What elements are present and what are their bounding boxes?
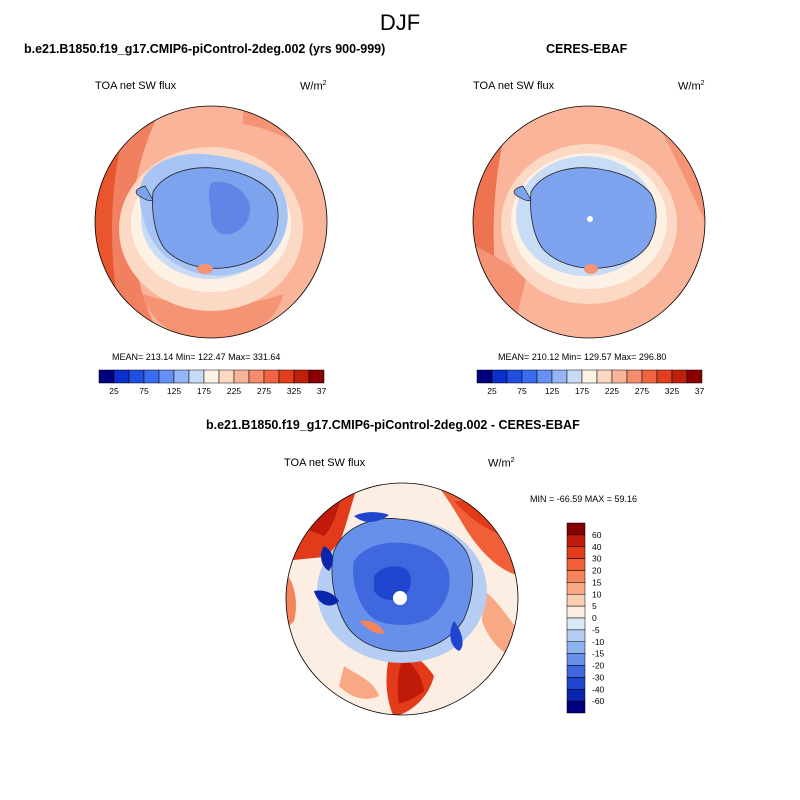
- diff-colorbar-tick-label: 10: [592, 589, 602, 599]
- right-colorbar-box: [596, 369, 613, 384]
- right-colorbar-tick-label: 175: [575, 386, 589, 396]
- left-colorbar-box: [128, 369, 145, 384]
- diff-colorbar-tick-label: 15: [592, 577, 602, 587]
- right-colorbar-box: [611, 369, 628, 384]
- left-colorbar-tick-label: 25: [109, 386, 119, 396]
- left-colorbar-box: [98, 369, 115, 384]
- right-colorbar-tick-label: 275: [635, 386, 649, 396]
- left-colorbar-box: [143, 369, 160, 384]
- left-colorbar-tick-label: 75: [139, 386, 149, 396]
- left-colorbar-box: [203, 369, 220, 384]
- diff-panel-title: b.e21.B1850.f19_g17.CMIP6-piControl-2deg…: [206, 418, 580, 432]
- diff-colorbar-box: [566, 605, 586, 619]
- diff-colorbar-tick-label: -40: [592, 684, 605, 694]
- right-stats-label: MEAN= 210.12 Min= 129.57 Max= 296.80: [498, 352, 667, 362]
- left-colorbar-tick-label: 175: [197, 386, 211, 396]
- diff-colorbar-box: [566, 629, 586, 642]
- diff-colorbar-tick-label: 30: [592, 554, 602, 564]
- right-colorbar-tick-label: 375: [695, 386, 704, 396]
- diff-colorbar-tick-label: -20: [592, 661, 605, 671]
- diff-colorbar-box: [566, 641, 586, 654]
- right-colorbar-box: [671, 369, 688, 384]
- right-colorbar-tick-label: 25: [487, 386, 497, 396]
- figure-title: DJF: [379, 10, 421, 35]
- diff-colorbar-box: [566, 570, 586, 583]
- diff-colorbar-box: [566, 617, 586, 631]
- left-colorbar-box: [263, 369, 280, 384]
- right-colorbar-box: [536, 369, 553, 384]
- left-stats-label: MEAN= 213.14 Min= 122.47 Max= 331.64: [112, 352, 281, 362]
- diff-colorbar-tick-label: 40: [592, 542, 602, 552]
- left-colorbar-box: [158, 369, 175, 384]
- right-colorbar-box: [626, 369, 643, 384]
- diff-colorbar-tick-label: -15: [592, 649, 605, 659]
- diff-colorbar-box: [566, 677, 586, 690]
- diff-colorbar-tick-label: 0: [592, 613, 597, 623]
- right-colorbar-box: [641, 369, 658, 384]
- diff-colorbar-tick-label: -60: [592, 696, 605, 706]
- right-colorbar-tick-label: 75: [517, 386, 527, 396]
- right-colorbar-tick-label: 225: [605, 386, 619, 396]
- right-unit-label: W/m2: [678, 80, 705, 93]
- right-colorbar-box: [566, 369, 583, 384]
- left-colorbar: 25 75 125 175 225 275 325 375: [98, 369, 326, 396]
- left-colorbar-box: [233, 369, 250, 384]
- right-colorbar-tick-label: 325: [665, 386, 679, 396]
- diff-polar-map: [285, 482, 519, 716]
- right-variable-label: TOA net SW flux: [473, 80, 555, 92]
- diff-stats-label: MIN = -66.59 MAX = 59.16: [530, 494, 638, 504]
- diff-colorbar-tick-label: 60: [592, 530, 602, 540]
- diff-colorbar-tick-label: -5: [592, 625, 600, 635]
- left-colorbar-box: [293, 369, 310, 384]
- left-colorbar-tick-label: 325: [287, 386, 301, 396]
- left-colorbar-tick-label: 225: [227, 386, 241, 396]
- right-colorbar-box: [491, 369, 508, 384]
- right-colorbar-box: [581, 369, 598, 384]
- diff-colorbar-tick-label: 20: [592, 566, 602, 576]
- right-colorbar-box: [686, 369, 703, 384]
- diff-colorbar-box: [566, 653, 586, 666]
- left-unit-label: W/m2: [300, 80, 327, 93]
- left-colorbar-box: [278, 369, 295, 384]
- left-colorbar-box: [113, 369, 130, 384]
- right-colorbar-box: [656, 369, 673, 384]
- right-polar-map: [472, 105, 706, 339]
- diff-colorbar-tick-label: 5: [592, 601, 597, 611]
- right-colorbar-box: [551, 369, 568, 384]
- left-colorbar-box: [308, 369, 325, 384]
- right-panel-title: CERES-EBAF: [546, 42, 628, 56]
- diff-variable-label: TOA net SW flux: [284, 457, 366, 469]
- left-colorbar-box: [173, 369, 190, 384]
- left-polar-map: [94, 105, 328, 339]
- diff-colorbar-box: [566, 700, 586, 714]
- right-colorbar-box: [506, 369, 523, 384]
- diff-unit-label: W/m2: [488, 457, 515, 470]
- left-colorbar-tick-label: 375: [317, 386, 326, 396]
- left-colorbar-box: [188, 369, 205, 384]
- diff-colorbar-box: [566, 594, 586, 607]
- right-colorbar-tick-label: 125: [545, 386, 559, 396]
- left-colorbar-tick-label: 275: [257, 386, 271, 396]
- diff-colorbar-box: [566, 665, 586, 678]
- diff-colorbar-tick-label: -30: [592, 672, 605, 682]
- right-colorbar-box: [521, 369, 538, 384]
- left-variable-label: TOA net SW flux: [95, 80, 177, 92]
- right-colorbar-box: [476, 369, 493, 384]
- diff-colorbar-tick-label: -10: [592, 637, 605, 647]
- diff-colorbar-box: [566, 534, 586, 547]
- diff-colorbar-box: [566, 582, 586, 595]
- left-colorbar-box: [218, 369, 235, 384]
- diff-colorbar-box: [566, 689, 586, 702]
- diff-colorbar-box: [566, 546, 586, 559]
- right-colorbar: 25 75 125 175 225 275 325 375: [476, 369, 704, 396]
- left-colorbar-box: [248, 369, 265, 384]
- left-colorbar-tick-label: 125: [167, 386, 181, 396]
- diff-colorbar-box: [566, 522, 586, 536]
- diff-colorbar-box: [566, 558, 586, 571]
- left-panel-title: b.e21.B1850.f19_g17.CMIP6-piControl-2deg…: [24, 42, 386, 56]
